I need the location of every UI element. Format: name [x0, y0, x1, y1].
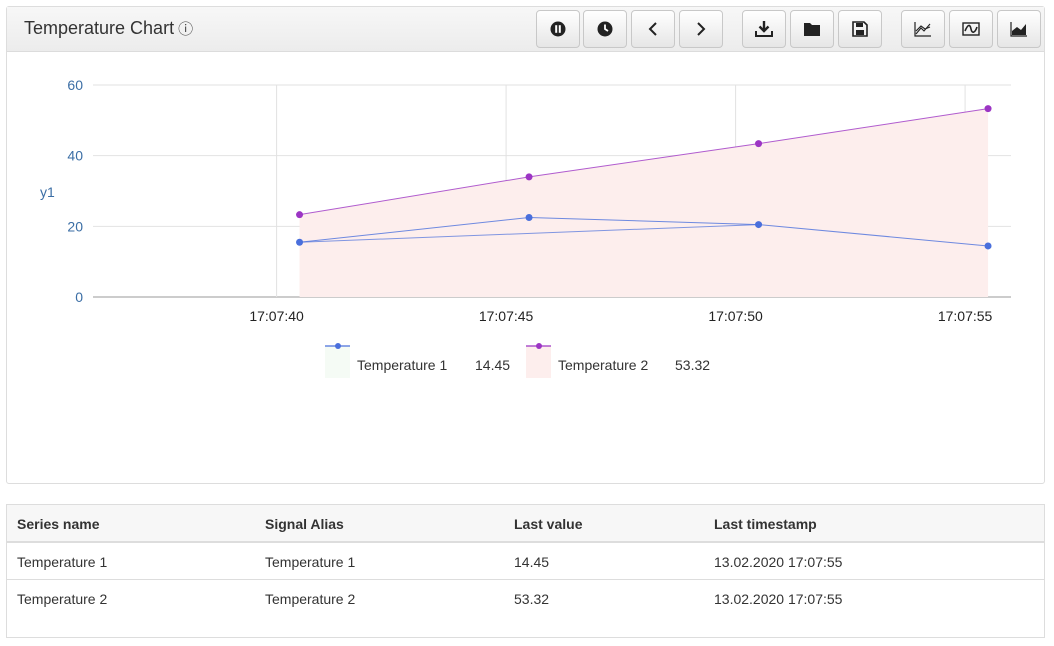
download-button[interactable] [742, 10, 786, 48]
x-tick-label: 17:07:55 [938, 308, 993, 324]
history-button[interactable] [583, 10, 627, 48]
legend-marker [536, 343, 542, 349]
area-chart-button[interactable] [997, 10, 1041, 48]
line-chart-button[interactable] [901, 10, 945, 48]
series-area-temperature-2 [299, 108, 989, 297]
y-tick-label: 60 [67, 77, 83, 93]
folder-icon [804, 23, 820, 36]
column-header-signal-alias: Signal Alias [265, 516, 344, 532]
pause-icon [550, 21, 566, 37]
y-tick-label: 20 [67, 218, 83, 234]
legend-series-name: Temperature 2 [558, 357, 648, 373]
data-point-temperature-2 [755, 140, 763, 148]
chart-panel: Temperature Chart ⓘ [6, 6, 1045, 484]
line-chart-icon [914, 22, 931, 37]
download-icon [755, 21, 773, 37]
y-axis-label: y1 [40, 184, 55, 200]
cell-series-name: Temperature 2 [17, 591, 108, 607]
save-button[interactable] [838, 10, 882, 48]
legend-swatch [325, 346, 350, 378]
legend-marker [335, 343, 341, 349]
data-point-temperature-2 [525, 173, 533, 181]
chevron-right-icon [697, 22, 706, 36]
y-tick-label: 40 [67, 148, 83, 164]
pause-button[interactable] [536, 10, 580, 48]
cell-signal-alias: Temperature 1 [265, 554, 356, 570]
clock-icon [597, 21, 613, 37]
cell-last-value: 53.32 [514, 591, 550, 607]
table-row: Temperature 2 Temperature 2 53.32 13.02.… [7, 580, 1044, 617]
cell-signal-alias: Temperature 2 [265, 591, 356, 607]
series-line-temperature-1 [299, 216, 989, 247]
series-line-temperature-2 [299, 108, 989, 216]
temperature-chart: 0 20 40 60 y1 17:07:40 17:07:45 17:07:50 17:07:5… [40, 77, 1011, 378]
spline-chart-button[interactable] [949, 10, 993, 48]
cell-last-timestamp: 13.02.2020 17:07:55 [714, 591, 843, 607]
cell-series-name: Temperature 1 [17, 554, 108, 570]
column-header-last-value: Last value [514, 516, 583, 532]
x-tick-label: 17:07:40 [249, 308, 304, 324]
table-row: Temperature 1 Temperature 1 14.45 13.02.… [7, 543, 1044, 580]
floppy-disk-icon [852, 21, 868, 37]
previous-button[interactable] [631, 10, 675, 48]
open-button[interactable] [790, 10, 834, 48]
series-line-temperature-1-extra [299, 224, 759, 243]
next-button[interactable] [679, 10, 723, 48]
panel-title: Temperature Chart ⓘ [24, 18, 193, 39]
panel-header: Temperature Chart ⓘ [7, 7, 1044, 52]
legend-last-value: 14.45 [475, 357, 510, 373]
data-point-temperature-2 [296, 211, 304, 219]
info-circle-icon[interactable]: ⓘ [178, 21, 194, 38]
cell-last-timestamp: 13.02.2020 17:07:55 [714, 554, 843, 570]
legend-swatch [526, 346, 551, 378]
data-point-temperature-1 [525, 214, 533, 221]
table-header: Series name Signal Alias Last value Last… [7, 505, 1044, 543]
x-tick-label: 17:07:50 [708, 308, 763, 324]
column-header-last-timestamp: Last timestamp [714, 516, 817, 532]
legend-series-name: Temperature 1 [357, 357, 447, 373]
data-point-temperature-2 [984, 105, 992, 113]
y-tick-label: 0 [75, 289, 83, 305]
data-point-temperature-1 [296, 238, 304, 246]
x-tick-label: 17:07:45 [479, 308, 534, 324]
series-table: Series name Signal Alias Last value Last… [6, 504, 1045, 638]
cell-last-value: 14.45 [514, 554, 550, 570]
area-chart-icon [1010, 22, 1027, 37]
panel-title-text: Temperature Chart [24, 18, 175, 38]
column-header-series-name: Series name [17, 516, 100, 532]
wave-icon [962, 22, 980, 36]
data-point-temperature-1 [755, 221, 763, 229]
chevron-left-icon [648, 22, 657, 36]
data-point-temperature-1 [984, 242, 992, 250]
legend-last-value: 53.32 [675, 357, 710, 373]
